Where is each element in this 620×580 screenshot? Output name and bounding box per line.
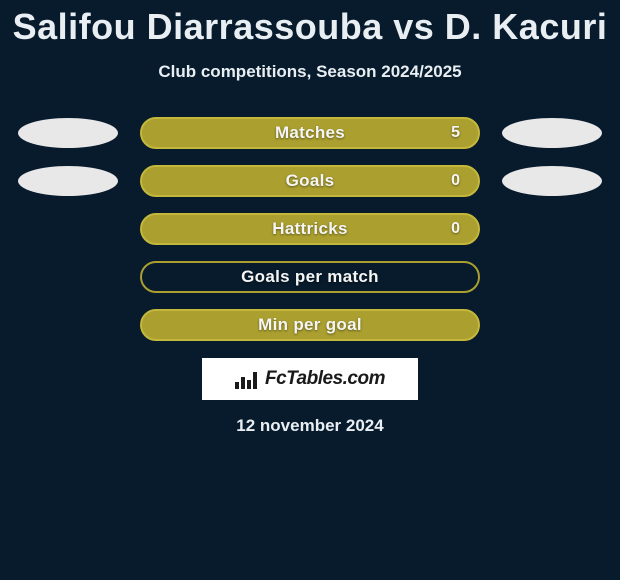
stat-row-matches: Matches 5 xyxy=(0,116,620,150)
stat-value-right: 0 xyxy=(451,172,460,190)
stat-value-right: 0 xyxy=(451,220,460,238)
brand-text: FcTables.com xyxy=(265,368,385,390)
stat-bar: Goals per match xyxy=(140,261,480,293)
stat-label: Goals xyxy=(286,171,335,191)
bar-chart-icon xyxy=(235,369,261,389)
stat-row-min-per-goal: Min per goal xyxy=(0,308,620,342)
stat-bar: Hattricks 0 xyxy=(140,213,480,245)
stats-container: Matches 5 Goals 0 Hattricks 0 Goals per … xyxy=(0,96,620,342)
stat-label: Matches xyxy=(275,123,345,143)
stat-bar: Matches 5 xyxy=(140,117,480,149)
brand-badge: FcTables.com xyxy=(202,358,418,400)
stat-bar: Min per goal xyxy=(140,309,480,341)
right-ellipse xyxy=(502,118,602,148)
stat-label: Hattricks xyxy=(272,219,347,239)
datestamp: 12 november 2024 xyxy=(0,416,620,436)
page-subtitle: Club competitions, Season 2024/2025 xyxy=(0,50,620,96)
stat-row-goals-per-match: Goals per match xyxy=(0,260,620,294)
left-ellipse xyxy=(18,166,118,196)
right-ellipse xyxy=(502,166,602,196)
stat-row-hattricks: Hattricks 0 xyxy=(0,212,620,246)
stat-row-goals: Goals 0 xyxy=(0,164,620,198)
stat-bar: Goals 0 xyxy=(140,165,480,197)
stat-label: Goals per match xyxy=(241,267,379,287)
page-title: Salifou Diarrassouba vs D. Kacuri xyxy=(0,0,620,50)
stat-label: Min per goal xyxy=(258,315,362,335)
stat-value-right: 5 xyxy=(451,124,460,142)
left-ellipse xyxy=(18,118,118,148)
